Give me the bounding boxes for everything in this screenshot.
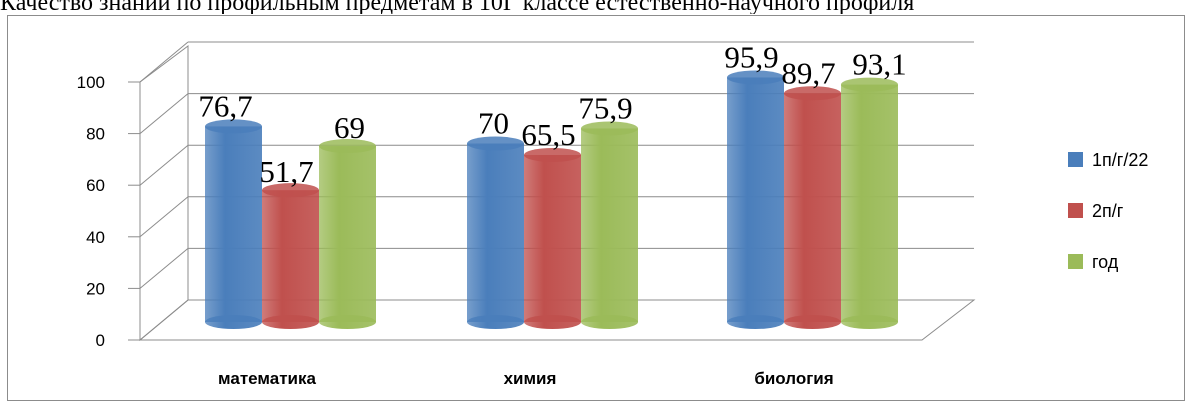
header-text: Качество знаний по профильным предметам … xyxy=(0,0,915,14)
legend-swatch xyxy=(1068,254,1083,269)
bar xyxy=(205,119,262,329)
gridline xyxy=(139,93,189,134)
x-category-label: математика xyxy=(218,369,316,388)
chart-bars xyxy=(205,70,898,329)
bar xyxy=(319,139,376,329)
y-tick-label: 0 xyxy=(96,331,105,350)
legend-label: 1п/г/22 xyxy=(1092,150,1148,170)
x-axis-categories: математика химия биология xyxy=(218,369,834,388)
y-tick-label: 40 xyxy=(86,228,105,247)
bar xyxy=(262,183,319,329)
legend-label: год xyxy=(1092,252,1119,272)
gridline xyxy=(139,196,189,238)
bar xyxy=(581,121,638,329)
gridline xyxy=(139,41,189,83)
legend-swatch xyxy=(1068,203,1083,218)
chart-side-wall xyxy=(139,45,189,342)
gridline xyxy=(139,248,189,289)
bar xyxy=(727,70,784,329)
bar xyxy=(524,147,581,329)
data-label: 95,9 xyxy=(724,39,778,74)
gridline xyxy=(139,144,189,186)
legend-item: 2п/г xyxy=(1068,201,1124,221)
data-label: 69 xyxy=(334,110,365,145)
data-labels: 76,751,7 69 70 65,575,9 95,9 89,7 93,1 xyxy=(198,39,906,189)
y-tick-label: 20 xyxy=(86,279,105,298)
legend-item: год xyxy=(1068,252,1119,272)
x-category-label: химия xyxy=(504,369,557,388)
y-tick-label: 100 xyxy=(77,73,105,92)
y-tick-label: 60 xyxy=(86,176,105,195)
bar xyxy=(841,77,898,329)
data-label: 70 xyxy=(478,106,509,141)
legend-swatch xyxy=(1068,152,1083,167)
legend-label: 2п/г xyxy=(1092,201,1124,221)
bar xyxy=(467,136,524,329)
y-axis: 0 20 40 60 80 100 xyxy=(77,73,922,350)
data-label: 76,7 xyxy=(198,88,252,123)
legend: 1п/г/22 2п/г год xyxy=(1068,150,1148,272)
legend-item: 1п/г/22 xyxy=(1068,150,1148,170)
data-label: 51,7 xyxy=(259,154,313,189)
data-label: 75,9 xyxy=(578,90,632,125)
data-label: 93,1 xyxy=(852,47,906,82)
data-label: 89,7 xyxy=(781,55,835,90)
x-category-label: биология xyxy=(754,369,833,388)
y-tick-label: 80 xyxy=(86,125,105,144)
bar xyxy=(784,86,841,329)
data-label: 65,5 xyxy=(521,117,575,152)
gridline xyxy=(139,299,189,341)
